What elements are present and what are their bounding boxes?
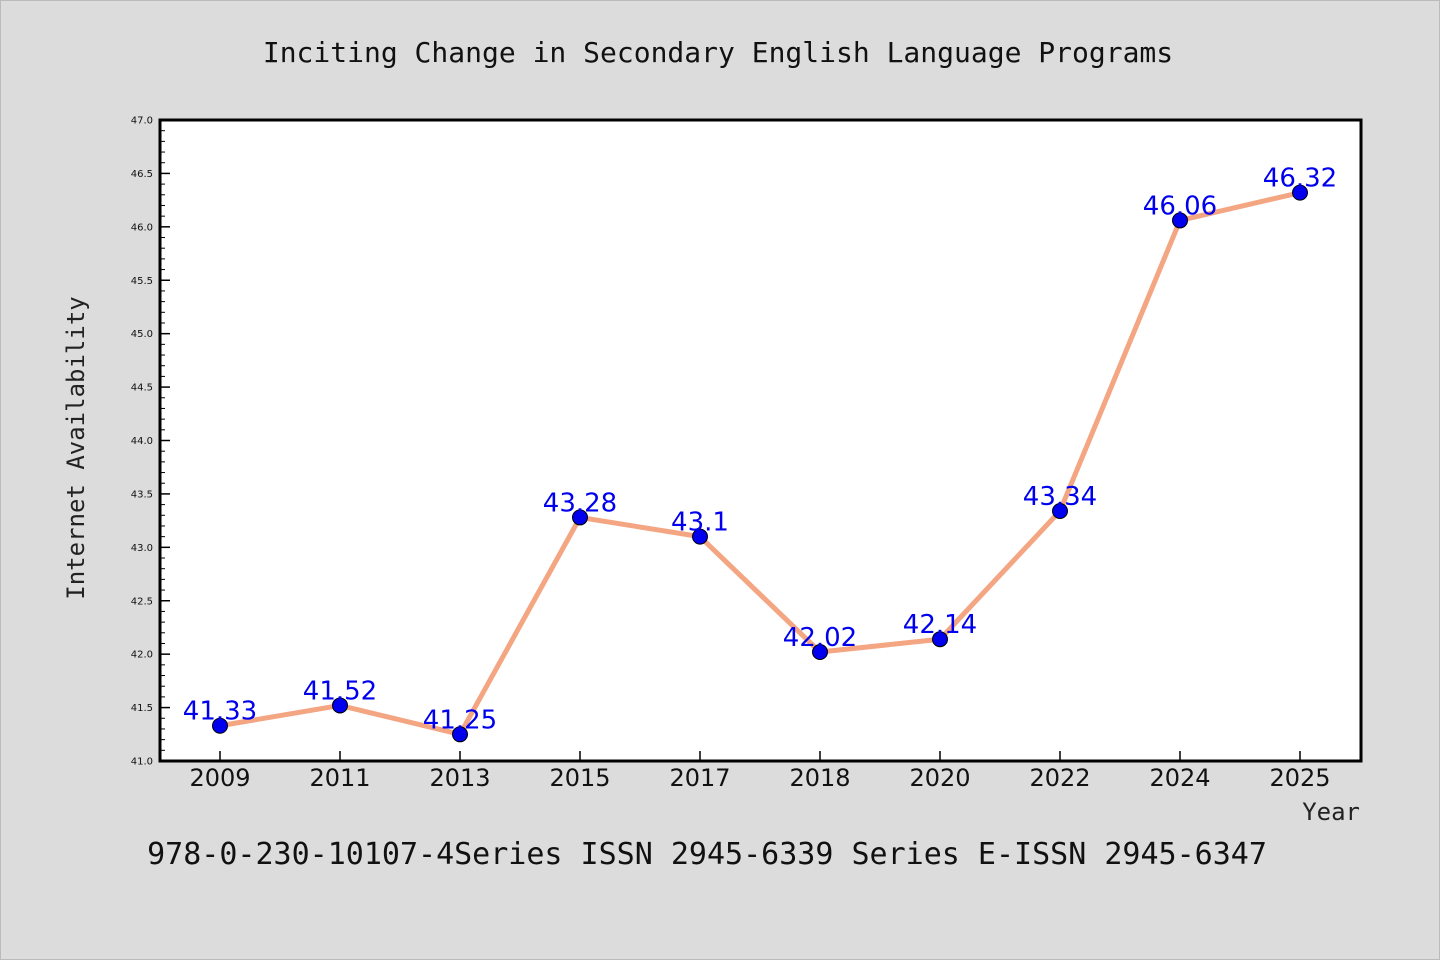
data-label: 42.02 — [783, 623, 857, 653]
data-point — [1292, 184, 1308, 201]
y-tick-label: 45.5 — [131, 276, 153, 287]
y-tick-label: 42.5 — [131, 596, 153, 607]
x-tick-label: 2017 — [669, 764, 730, 792]
chart-title: Inciting Change in Secondary English Lan… — [263, 36, 1173, 69]
y-tick-label: 42.0 — [131, 650, 153, 661]
data-label: 43.34 — [1023, 482, 1097, 512]
x-tick-label: 2009 — [189, 764, 250, 792]
data-label: 43.28 — [543, 488, 617, 518]
y-tick-label: 45.0 — [131, 329, 153, 340]
data-point — [212, 717, 228, 734]
data-label: 46.32 — [1263, 164, 1337, 194]
plot-area — [158, 118, 1363, 763]
data-label: 41.52 — [303, 676, 377, 706]
y-tick-label: 41.5 — [131, 703, 153, 714]
data-labels: 41.33 41.52 41.25 43.28 43.1 42.02 42.14 43.34 4… — [183, 164, 1337, 736]
y-tick-label: 46.5 — [131, 169, 153, 180]
y-tick-label: 41.0 — [131, 757, 153, 768]
y-axis-label: Internet Availability — [62, 296, 90, 599]
x-tick-label: 2024 — [1149, 764, 1210, 792]
data-label: 42.14 — [903, 610, 977, 640]
y-tick-label: 44.0 — [131, 436, 153, 447]
x-axis-ticks: 2009 2011 2013 2015 2017 2018 2020 2022 2024 2025 — [189, 751, 1331, 792]
x-tick-label: 2025 — [1269, 764, 1330, 792]
y-tick-label: 43.5 — [131, 489, 153, 500]
x-tick-label: 2011 — [309, 764, 370, 792]
data-point — [932, 631, 948, 648]
x-tick-label: 2013 — [429, 764, 490, 792]
x-tick-label: 2018 — [789, 764, 850, 792]
x-axis-label: Year — [1302, 798, 1360, 826]
y-tick-label: 47.0 — [131, 116, 153, 127]
data-point — [692, 528, 708, 545]
data-label: 41.33 — [183, 697, 257, 727]
y-tick-label: 44.5 — [131, 383, 153, 394]
data-point — [572, 509, 588, 526]
y-tick-label: 46.0 — [131, 222, 153, 233]
data-point — [1052, 503, 1068, 520]
x-tick-label: 2022 — [1029, 764, 1090, 792]
series-line — [219, 190, 1301, 737]
data-point — [812, 644, 828, 661]
data-point — [332, 697, 348, 714]
y-axis-ticks: 41.0 41.5 42.0 42.5 43.0 43.5 44.0 44.5 45.0 45.5… — [131, 116, 170, 768]
data-label: 43.1 — [671, 508, 729, 538]
footer-text: 978-0-230-10107-4Series ISSN 2945-6339 S… — [147, 837, 1267, 872]
y-tick-label: 43.0 — [131, 543, 153, 554]
data-label: 46.06 — [1143, 191, 1217, 221]
data-point — [452, 726, 468, 743]
data-label: 41.25 — [423, 705, 497, 735]
data-point — [1172, 212, 1188, 229]
series-markers — [212, 184, 1308, 743]
x-tick-label: 2020 — [909, 764, 970, 792]
x-tick-label: 2015 — [549, 764, 610, 792]
